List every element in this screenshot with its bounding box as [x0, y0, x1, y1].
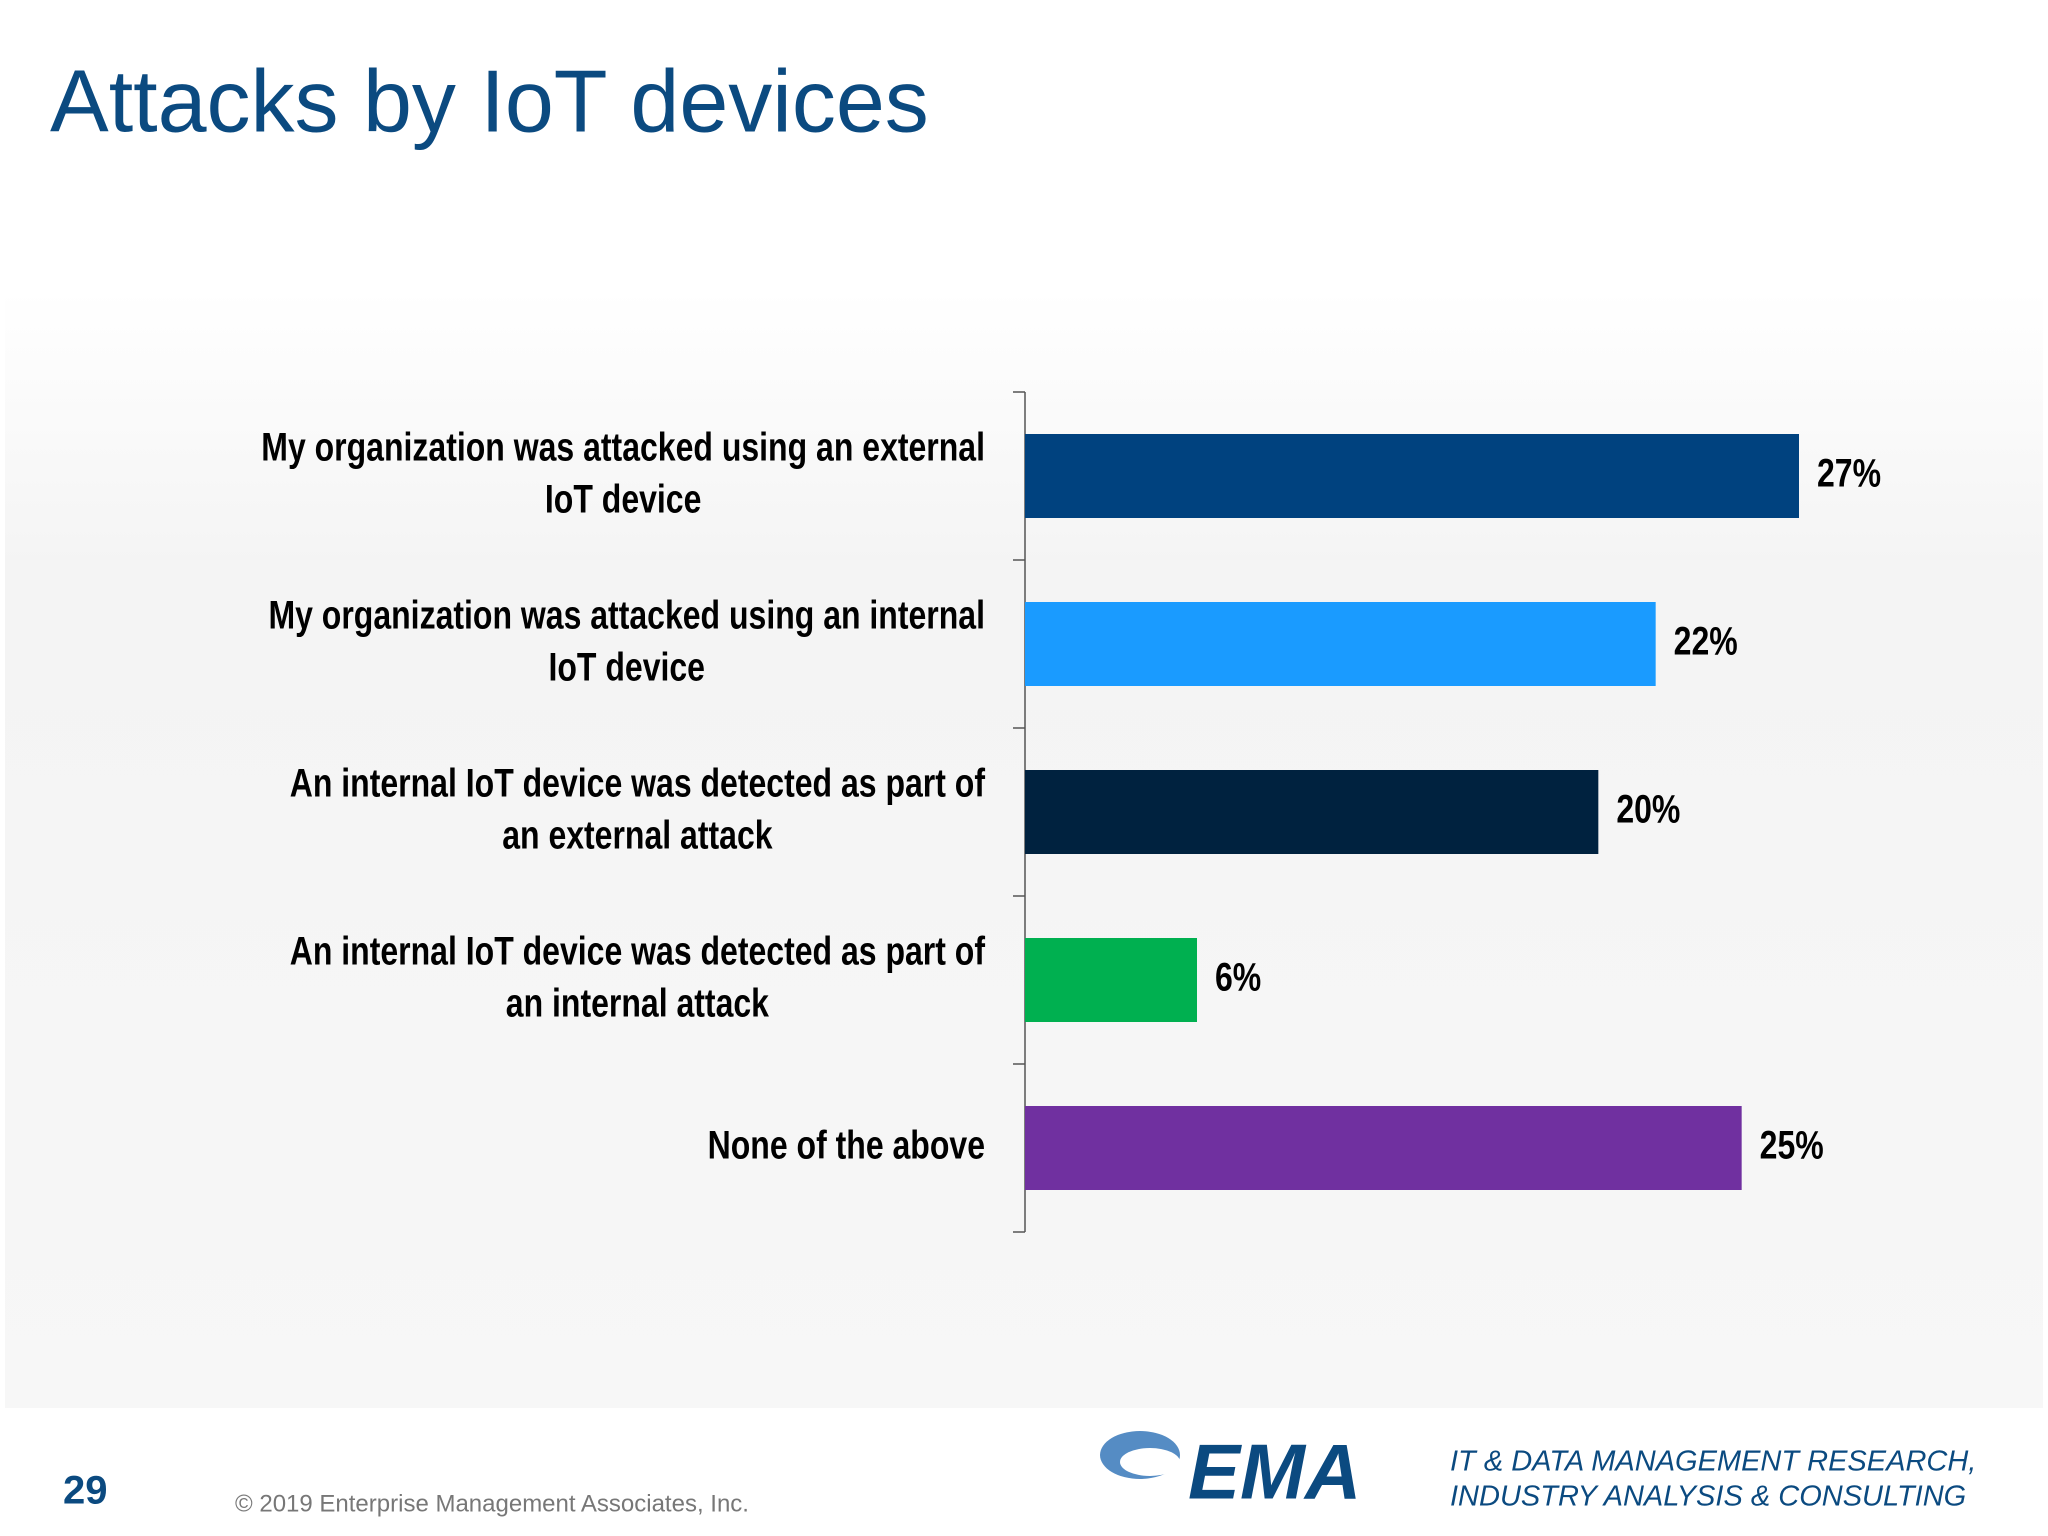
bar [1025, 1106, 1742, 1190]
slide-title: Attacks by IoT devices [50, 51, 929, 150]
value-label: 20% [1616, 786, 1680, 831]
category-label: an internal attack [506, 980, 770, 1025]
value-label: 27% [1817, 450, 1881, 495]
value-label: 22% [1674, 618, 1738, 663]
logo-swoosh-inner [1120, 1448, 1180, 1476]
logo: EMA [1188, 1428, 1361, 1516]
bar [1025, 770, 1599, 854]
axis-ticks [1013, 391, 1025, 1233]
tagline: IT & DATA MANAGEMENT RESEARCH, [1450, 1446, 1976, 1478]
tagline: INDUSTRY ANALYSIS & CONSULTING [1450, 1481, 1966, 1513]
plot: 27% My organization was attacked using an… [261, 424, 1881, 1190]
value-label: 6% [1215, 954, 1261, 999]
category-label: My organization was attacked using an ex… [261, 424, 985, 469]
bar [1025, 938, 1197, 1022]
bar [1025, 602, 1656, 686]
bar [1025, 434, 1799, 518]
category-label: IoT device [545, 476, 701, 521]
page-number: 29 [63, 1469, 108, 1513]
category-label: None of the above [708, 1122, 985, 1167]
value-label: 25% [1760, 1122, 1824, 1167]
category-label: An internal IoT device was detected as p… [290, 760, 986, 805]
category-label: IoT device [548, 644, 704, 689]
category-label: An internal IoT device was detected as p… [290, 928, 986, 973]
category-label: an external attack [502, 812, 773, 857]
category-label: My organization was attacked using an in… [268, 592, 985, 637]
copyright: © 2019 Enterprise Management Associates,… [235, 1490, 749, 1517]
